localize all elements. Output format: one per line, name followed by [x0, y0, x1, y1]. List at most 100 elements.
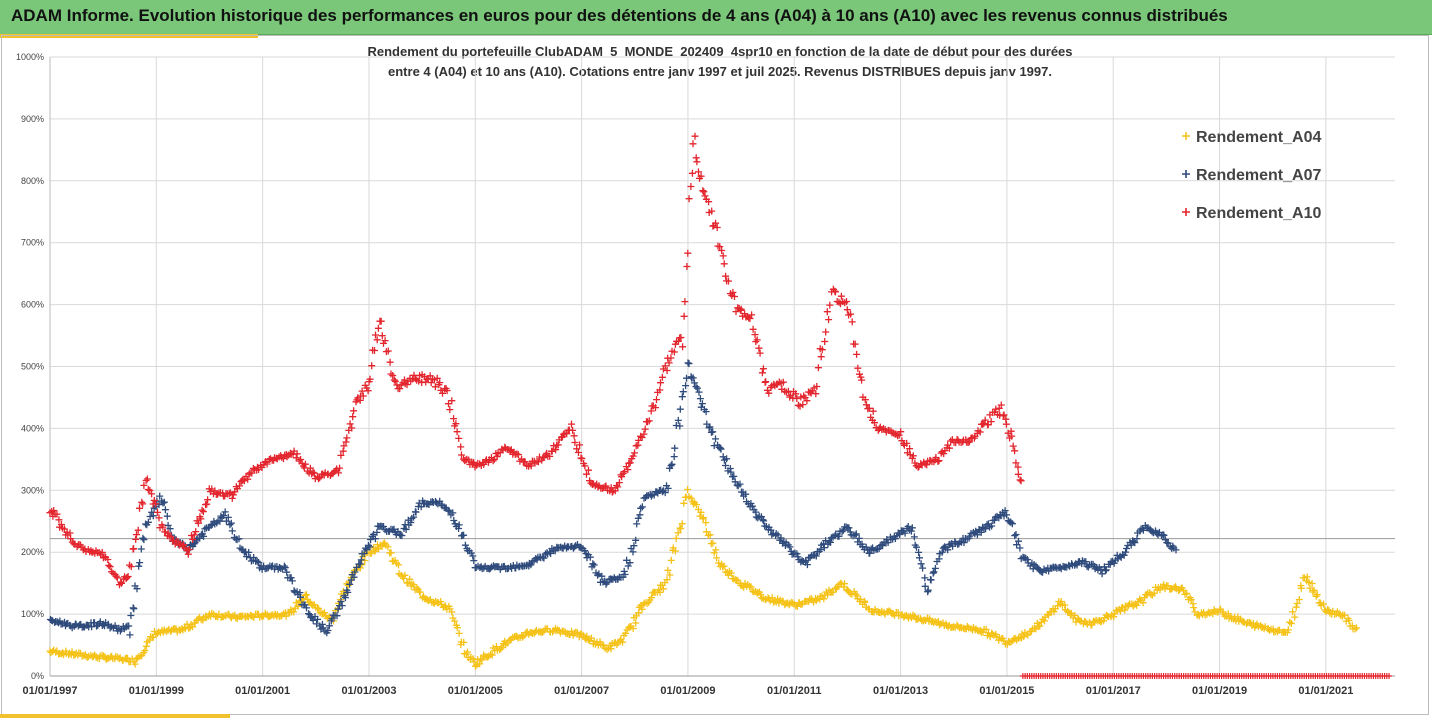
data-point: [629, 548, 637, 556]
data-point: [853, 350, 861, 358]
data-point: [476, 660, 484, 668]
data-point: [656, 386, 664, 394]
data-point: [387, 370, 395, 378]
data-point: [749, 325, 757, 333]
data-point: [753, 336, 761, 344]
data-point: [373, 528, 381, 536]
data-point: [629, 452, 637, 460]
x-tick-label: 01/01/2009: [660, 685, 715, 697]
data-point: [607, 645, 615, 653]
data-point: [705, 424, 713, 432]
data-point: [732, 308, 740, 316]
data-point: [717, 445, 725, 453]
data-point: [1036, 622, 1044, 630]
data-point: [1012, 531, 1020, 538]
data-point: [752, 338, 760, 346]
data-point: [931, 564, 939, 572]
data-point: [470, 658, 478, 666]
y-tick-label: 800%: [21, 176, 44, 186]
data-point: [387, 549, 395, 557]
data-point: [716, 243, 724, 251]
data-point: [374, 324, 382, 332]
y-tick-label: 1000%: [16, 52, 44, 62]
data-point: [901, 529, 909, 537]
data-point: [575, 449, 582, 456]
data-point: [675, 337, 682, 345]
data-point: [907, 527, 915, 535]
data-point: [903, 439, 911, 447]
data-point: [540, 554, 548, 562]
data-point: [198, 506, 206, 514]
data-point: [973, 531, 981, 539]
data-point: [1008, 520, 1016, 528]
data-point: [921, 582, 929, 590]
data-point: [835, 532, 843, 540]
data-point: [1002, 420, 1010, 428]
data-point: [758, 369, 766, 377]
data-point: [598, 572, 606, 580]
data-point: [818, 346, 826, 354]
data-point: [135, 562, 143, 570]
data-point: [150, 496, 158, 504]
data-point: [368, 362, 376, 370]
data-point: [965, 438, 973, 446]
data-point: [904, 522, 912, 530]
data-point: [768, 531, 776, 539]
data-point: [910, 533, 918, 541]
data-point: [857, 595, 864, 603]
data-point: [573, 445, 581, 453]
data-point: [148, 490, 156, 498]
data-point: [747, 583, 755, 591]
data-point: [290, 608, 298, 616]
data-point: [521, 458, 529, 466]
data-point: [786, 393, 794, 401]
data-point: [221, 508, 229, 516]
data-point: [118, 579, 125, 587]
data-point: [407, 519, 415, 526]
data-point: [680, 312, 688, 320]
data-point: [708, 207, 716, 215]
data-point: [98, 548, 106, 556]
data-point: [1310, 586, 1318, 594]
data-point: [1014, 470, 1022, 478]
data-point: [228, 494, 236, 502]
data-point: [360, 550, 368, 557]
data-point: [305, 610, 312, 618]
data-point: [401, 571, 409, 579]
data-point: [663, 576, 671, 584]
data-point: [1007, 518, 1015, 526]
data-point: [1287, 620, 1295, 627]
data-point: [433, 374, 441, 382]
data-point: [451, 617, 459, 625]
data-point: [356, 560, 364, 568]
data-point: [346, 420, 354, 428]
data-point: [455, 521, 463, 529]
data-point: [190, 531, 198, 539]
data-point: [678, 520, 686, 528]
data-point: [410, 513, 418, 521]
data-point: [697, 172, 705, 180]
data-point: [960, 539, 968, 547]
data-point: [657, 379, 664, 387]
data-point: [715, 559, 723, 567]
data-point: [869, 407, 877, 415]
data-point: [706, 531, 714, 539]
data-point: [702, 519, 710, 527]
data-point: [552, 446, 560, 454]
data-point: [723, 455, 731, 463]
data-point: [124, 573, 132, 580]
data-point: [283, 453, 291, 461]
data-point: [624, 466, 632, 474]
data-point: [156, 492, 164, 500]
data-point: [455, 434, 463, 442]
data-point: [1131, 539, 1139, 547]
data-point: [132, 535, 140, 543]
data-point: [513, 633, 521, 640]
data-point: [1353, 624, 1361, 632]
data-point: [222, 517, 230, 525]
data-point: [189, 623, 196, 631]
data-point: [203, 500, 211, 508]
data-point: [997, 401, 1005, 409]
data-point: [401, 376, 408, 384]
x-tick-label: 01/01/1999: [129, 685, 184, 697]
